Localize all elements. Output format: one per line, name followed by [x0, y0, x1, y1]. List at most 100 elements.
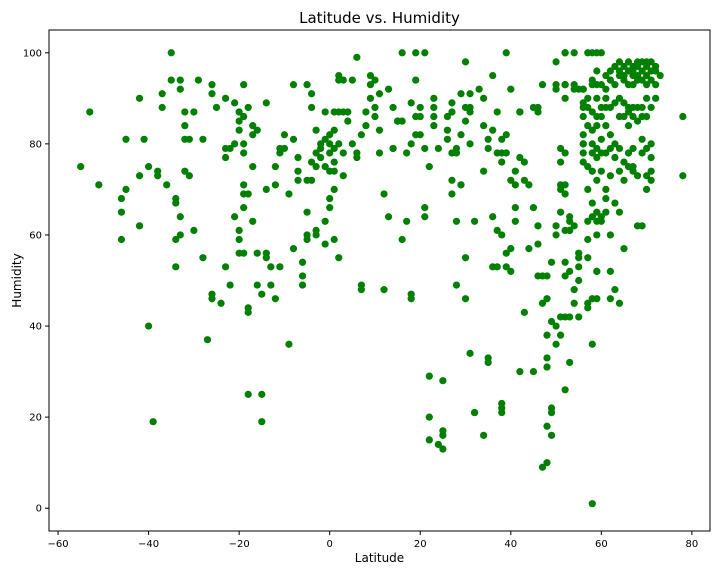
data-point — [638, 67, 646, 75]
y-tick-label: 100 — [23, 48, 42, 59]
data-point — [643, 81, 651, 89]
data-point — [317, 153, 325, 162]
data-point — [249, 131, 257, 139]
data-point — [262, 185, 270, 194]
data-point — [443, 135, 452, 143]
data-point — [647, 58, 655, 66]
data-point — [584, 185, 592, 194]
data-point — [538, 299, 547, 307]
data-point — [176, 231, 184, 239]
data-point — [271, 181, 279, 189]
data-point — [588, 126, 596, 134]
data-point — [176, 76, 184, 84]
data-point — [629, 144, 637, 153]
y-tick-label: 0 — [36, 504, 42, 515]
data-point — [461, 295, 470, 303]
data-point — [307, 90, 316, 98]
data-point — [167, 49, 175, 57]
data-point — [593, 94, 601, 102]
data-point — [647, 176, 655, 184]
data-point — [312, 126, 320, 134]
data-point — [543, 331, 551, 339]
data-point — [538, 463, 547, 471]
data-point — [172, 235, 180, 244]
data-point — [556, 331, 565, 339]
data-point — [611, 62, 619, 71]
data-point — [145, 322, 153, 330]
x-tick-label: 40 — [504, 539, 517, 550]
data-point — [570, 222, 578, 230]
data-point — [615, 58, 624, 66]
data-point — [638, 222, 646, 230]
data-point — [312, 163, 320, 171]
data-point — [584, 94, 592, 102]
data-point — [584, 235, 592, 244]
data-point — [561, 272, 569, 280]
data-point — [638, 103, 646, 112]
data-point — [543, 295, 551, 303]
data-point — [520, 176, 528, 184]
data-point — [606, 295, 614, 303]
data-point — [633, 172, 642, 180]
data-point — [398, 49, 406, 57]
data-point — [457, 90, 465, 98]
data-point — [498, 408, 506, 417]
data-point — [117, 208, 126, 216]
data-point — [575, 313, 583, 321]
data-point — [312, 149, 320, 157]
x-tick-label: −40 — [138, 539, 159, 550]
data-point — [421, 213, 429, 221]
data-point — [425, 163, 433, 171]
data-point — [280, 144, 289, 153]
data-point — [280, 131, 289, 139]
data-point — [547, 258, 556, 266]
data-point — [579, 85, 587, 93]
data-point — [584, 103, 592, 112]
data-point — [199, 135, 207, 143]
data-point — [389, 103, 397, 112]
data-point — [566, 313, 574, 321]
data-point — [543, 272, 551, 280]
data-point — [330, 126, 338, 134]
x-tick-label: 20 — [414, 539, 427, 550]
data-point — [163, 181, 171, 189]
data-point — [403, 217, 411, 225]
data-point — [362, 108, 370, 116]
data-point — [240, 204, 248, 212]
data-point — [353, 149, 361, 157]
data-point — [407, 290, 415, 298]
data-point — [353, 53, 361, 61]
data-point — [647, 76, 655, 84]
data-point — [330, 158, 338, 166]
data-point — [384, 85, 393, 93]
data-point — [412, 76, 420, 84]
data-point — [240, 149, 248, 157]
data-point — [561, 386, 569, 394]
data-point — [620, 176, 628, 184]
data-point — [117, 235, 126, 244]
data-point — [489, 213, 497, 221]
data-point — [643, 144, 651, 153]
data-point — [366, 94, 375, 102]
data-point — [552, 340, 560, 348]
data-point — [330, 185, 338, 194]
data-point — [371, 112, 379, 121]
data-point — [294, 153, 302, 162]
data-point — [307, 158, 316, 166]
data-point — [140, 135, 148, 143]
data-point — [561, 94, 569, 102]
data-point — [235, 226, 243, 234]
data-point — [643, 62, 651, 71]
data-point — [561, 49, 569, 57]
data-point — [240, 249, 248, 257]
data-point — [507, 245, 515, 253]
data-point — [534, 240, 542, 248]
data-point — [434, 144, 442, 153]
data-point — [629, 112, 637, 121]
data-point — [407, 140, 415, 148]
data-point — [122, 185, 130, 194]
data-point — [135, 94, 144, 102]
data-point — [407, 99, 415, 107]
data-point — [86, 108, 94, 116]
